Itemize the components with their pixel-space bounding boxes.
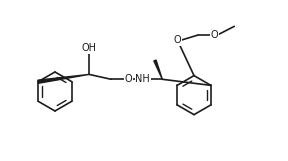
Text: O: O (174, 35, 181, 46)
Text: O: O (211, 30, 219, 40)
Text: NH: NH (135, 74, 150, 84)
Polygon shape (154, 60, 162, 79)
Polygon shape (38, 74, 89, 83)
Text: OH: OH (82, 43, 96, 53)
Text: O: O (124, 74, 132, 84)
